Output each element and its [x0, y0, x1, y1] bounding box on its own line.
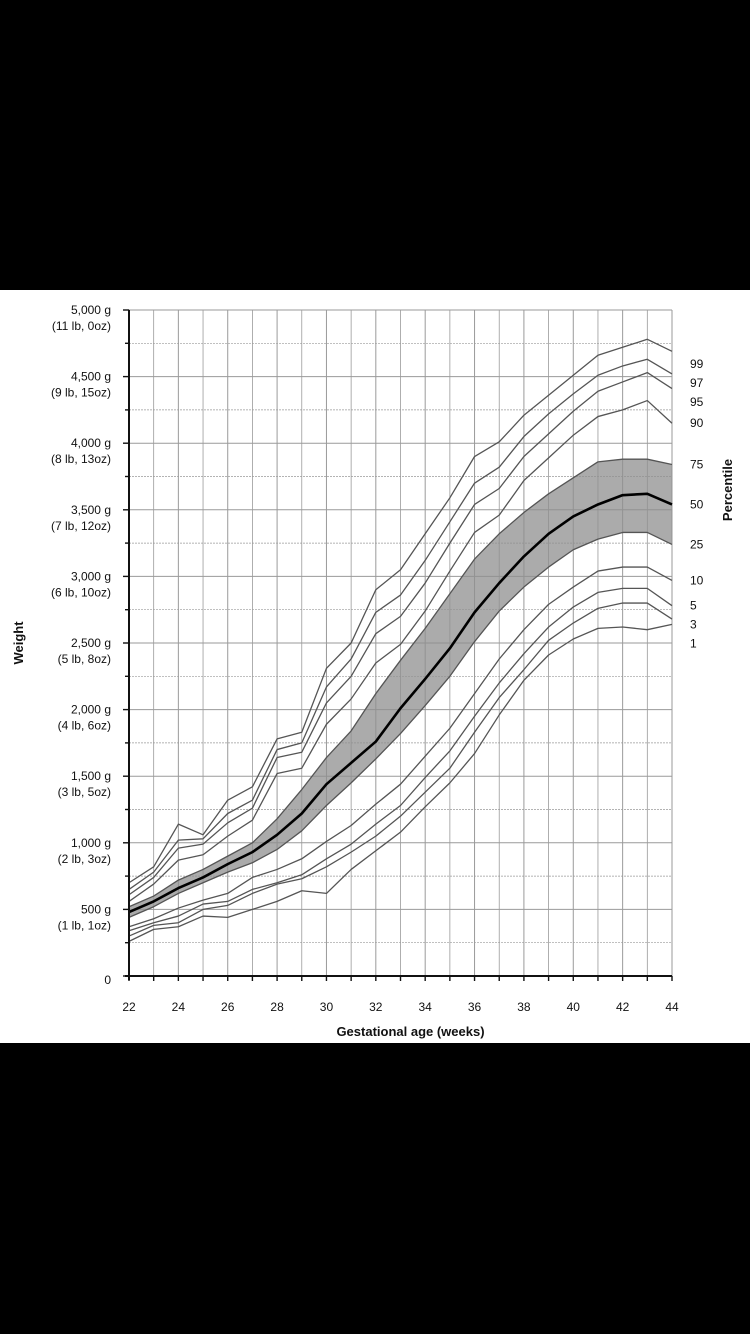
y-tick-label-pounds: (9 lb, 15oz) — [51, 386, 111, 400]
y-tick-label-grams: 0 — [104, 973, 111, 987]
y-tick-label-pounds: (7 lb, 12oz) — [51, 519, 111, 533]
percentile-line-25 — [128, 531, 673, 918]
x-tick-label: 40 — [567, 1000, 581, 1014]
percentile-line-5 — [128, 587, 673, 932]
percentile-line-95 — [128, 371, 673, 896]
percentile-label: 99 — [690, 357, 704, 371]
y-tick-label-pounds: (2 lb, 3oz) — [58, 852, 111, 866]
x-tick-label: 28 — [270, 1000, 284, 1014]
y-tick-label-grams: 3,500 g — [71, 503, 111, 517]
percentile-label: 3 — [690, 618, 697, 632]
percentile-line-90 — [128, 399, 673, 902]
percentile-label: 10 — [690, 573, 704, 587]
y-tick-label-grams: 1,000 g — [71, 836, 111, 850]
percentile-line-3 — [128, 602, 673, 937]
y-tick-labels: 5,000 g (11 lb, 0oz) 4,500 g (9 lb, 15oz) 4,… — [51, 303, 111, 987]
percentile-label: 97 — [690, 376, 704, 390]
y-axis-title: Weight — [11, 621, 26, 665]
percentile-line-99 — [128, 338, 673, 884]
x-tick-label: 32 — [369, 1000, 383, 1014]
x-tick-label: 34 — [419, 1000, 433, 1014]
growth-chart: 5,000 g (11 lb, 0oz) 4,500 g (9 lb, 15oz) 4,… — [11, 303, 735, 1039]
y-tick-label-pounds: (11 lb, 0oz) — [52, 319, 111, 333]
chart-panel: 5,000 g (11 lb, 0oz) 4,500 g (9 lb, 15oz) 4,… — [0, 290, 750, 1043]
percentile-line-75 — [128, 458, 673, 908]
band-25-75-fill — [129, 459, 672, 918]
y-tick-label-grams: 1,500 g — [71, 769, 111, 783]
y-tick-label-grams: 3,000 g — [71, 569, 111, 583]
x-tick-label: 44 — [665, 1000, 679, 1014]
x-axis-title: Gestational age (weeks) — [336, 1024, 484, 1039]
percentile-label: 75 — [690, 458, 704, 472]
percentile-line-50 — [128, 492, 673, 914]
percentile-label: 5 — [690, 599, 697, 613]
x-tick-labels: 22 24 26 28 30 32 34 36 38 40 42 44 — [122, 1000, 679, 1014]
y-tick-label-pounds: (3 lb, 5oz) — [58, 785, 111, 799]
y-tick-label-grams: 500 g — [81, 902, 111, 916]
x-tick-label: 22 — [122, 1000, 136, 1014]
y-tick-label-grams: 5,000 g — [71, 303, 111, 317]
percentile-line-97 — [128, 358, 673, 890]
axes — [123, 309, 673, 981]
x-tick-label: 24 — [172, 1000, 186, 1014]
y-tick-label-pounds: (4 lb, 6oz) — [58, 719, 111, 733]
y-tick-label-pounds: (5 lb, 8oz) — [58, 652, 111, 666]
y-tick-label-grams: 4,000 g — [71, 436, 111, 450]
percentile-label: 95 — [690, 395, 704, 409]
y-tick-label-grams: 4,500 g — [71, 370, 111, 384]
percentile-line-1 — [128, 623, 673, 942]
percentile-band-25-75 — [129, 459, 672, 918]
x-tick-label: 26 — [221, 1000, 235, 1014]
percentile-label: 25 — [690, 537, 704, 551]
x-tick-label: 42 — [616, 1000, 630, 1014]
x-tick-label: 38 — [517, 1000, 531, 1014]
percentile-labels: 99 97 95 90 75 50 25 10 5 3 1 — [690, 357, 704, 651]
percentile-line-10 — [128, 566, 673, 928]
y-tick-label-pounds: (6 lb, 10oz) — [51, 585, 111, 599]
percentile-label: 1 — [690, 637, 697, 651]
y-tick-label-pounds: (1 lb, 1oz) — [58, 918, 111, 932]
x-tick-label: 36 — [468, 1000, 482, 1014]
y-tick-label-grams: 2,000 g — [71, 703, 111, 717]
x-tick-label: 30 — [320, 1000, 334, 1014]
percentile-label: 50 — [690, 497, 704, 511]
percentile-lines — [128, 338, 673, 942]
y-tick-label-grams: 2,500 g — [71, 636, 111, 650]
legend-title: Percentile — [720, 459, 735, 521]
percentile-label: 90 — [690, 416, 704, 430]
y-tick-label-pounds: (8 lb, 13oz) — [51, 452, 111, 466]
